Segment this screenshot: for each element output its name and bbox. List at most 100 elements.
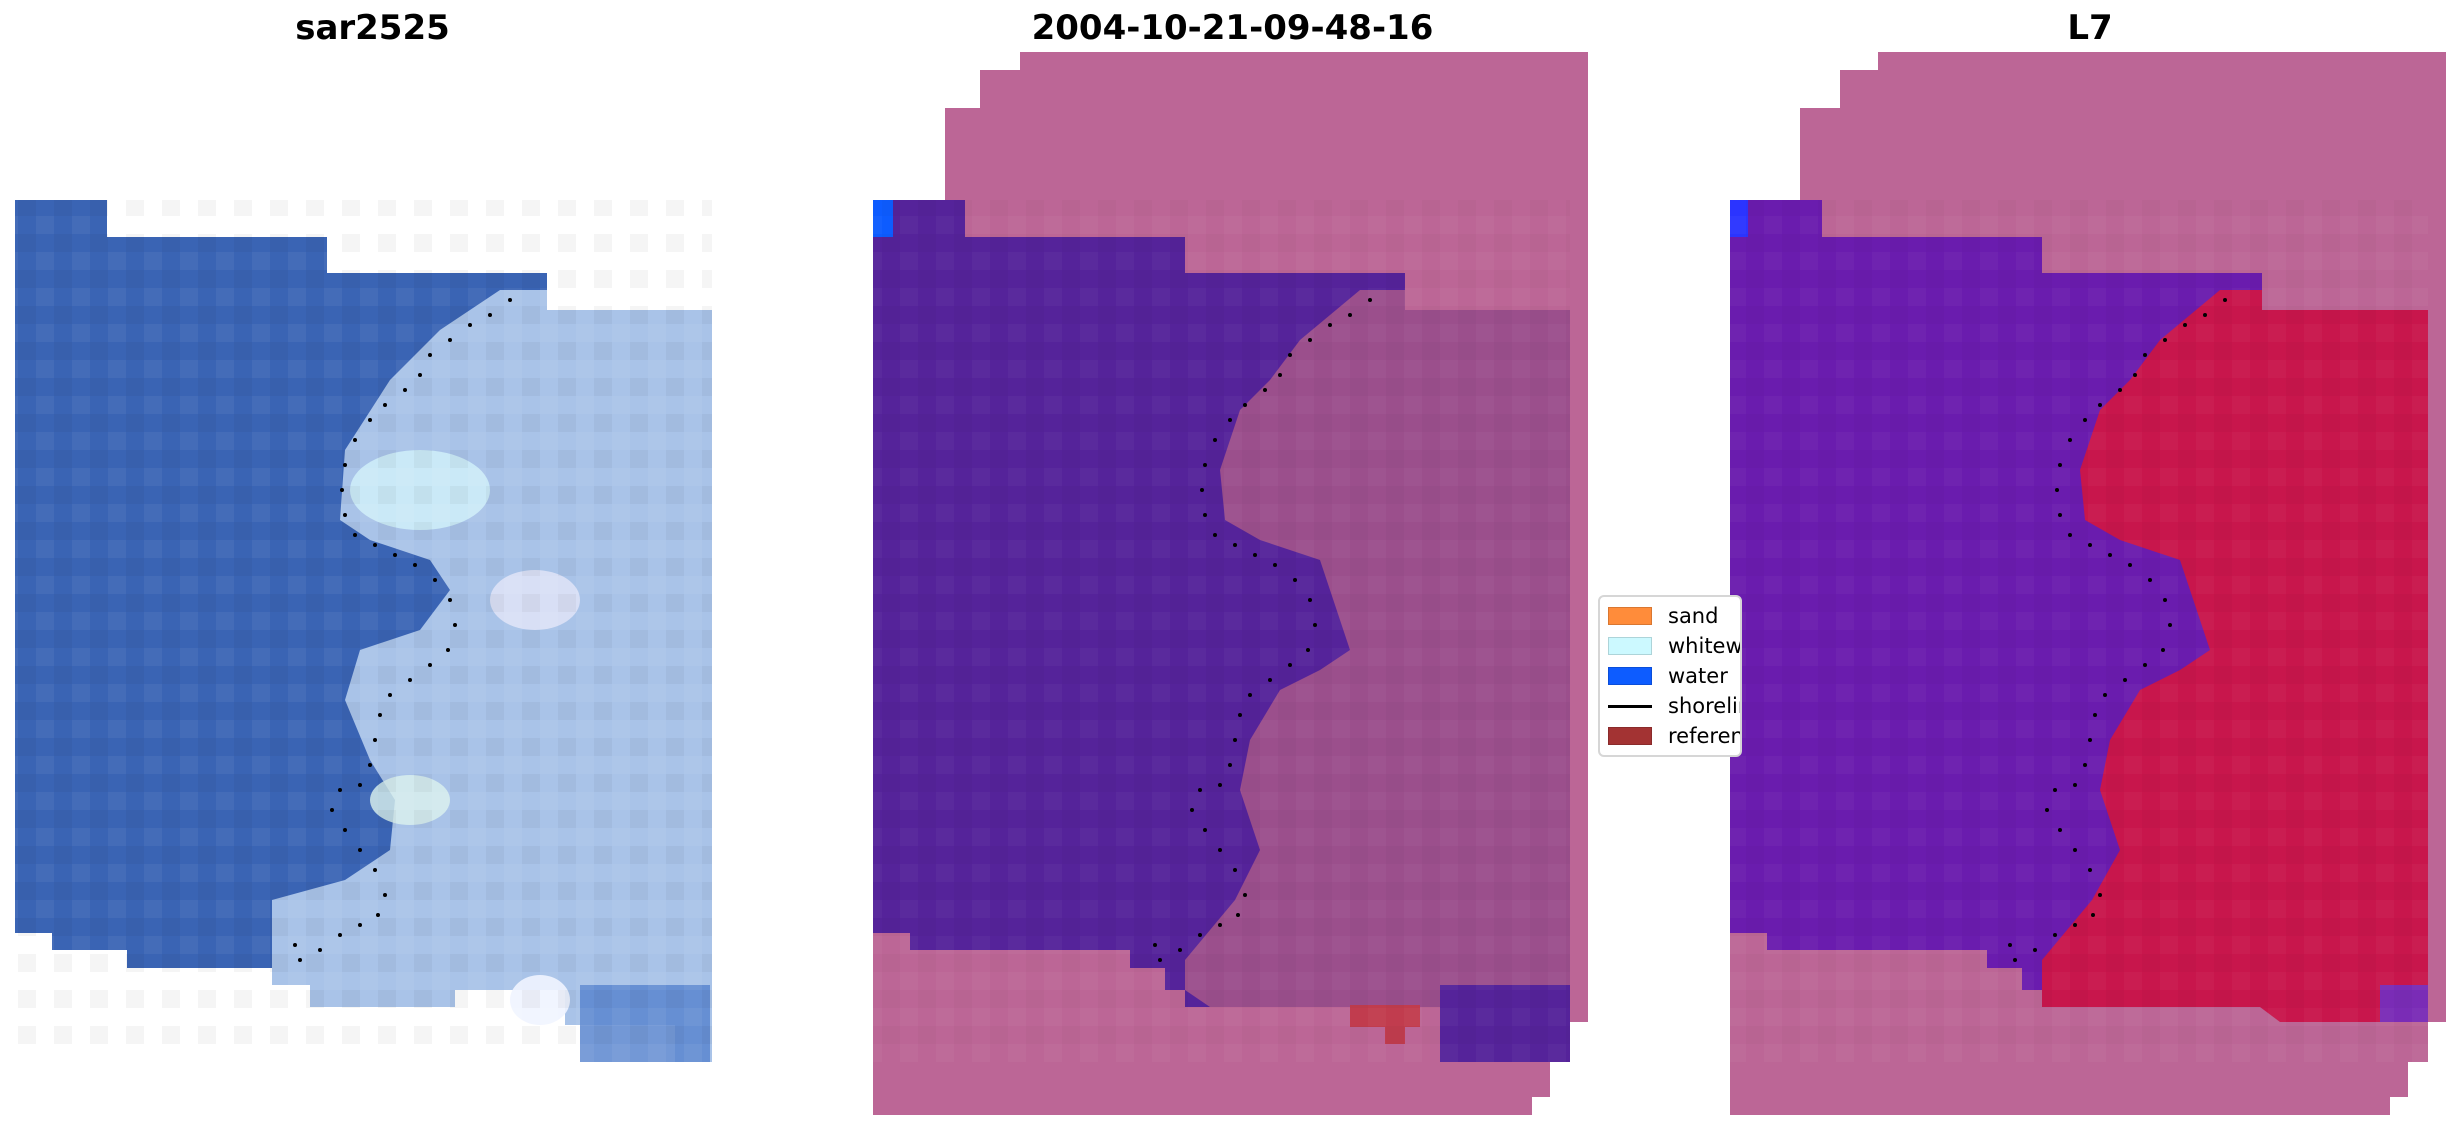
shoreline-dot: [2008, 943, 2012, 947]
shoreline-dot: [340, 488, 344, 492]
shoreline-dot: [2133, 373, 2137, 377]
shoreline-dot: [448, 598, 452, 602]
shoreline-dot: [2083, 418, 2087, 422]
shoreline-dot: [1198, 788, 1202, 792]
shoreline-dot: [2103, 693, 2107, 697]
shoreline-dot: [2098, 893, 2102, 897]
shoreline-dot: [2058, 513, 2062, 517]
shoreline-dot: [1203, 463, 1207, 467]
shoreline-dot: [1233, 543, 1237, 547]
shoreline-dot: [383, 893, 387, 897]
shoreline-dot: [1313, 623, 1317, 627]
shoreline-dot: [2098, 403, 2102, 407]
shoreline-dot: [338, 788, 342, 792]
shoreline-dot: [1248, 693, 1252, 697]
panel-title-index: L7: [2067, 8, 2113, 48]
shoreline-dot: [298, 958, 302, 962]
shoreline-dot: [2143, 663, 2147, 667]
legend-item-sand: sand: [1608, 603, 1718, 629]
shoreline-dot: [2223, 298, 2227, 302]
shoreline-dot: [1158, 958, 1162, 962]
shoreline-dot: [1190, 808, 1194, 812]
shoreline-dot: [393, 553, 397, 557]
shoreline-dot: [1198, 933, 1202, 937]
shoreline-dot: [1243, 403, 1247, 407]
shoreline-dot: [408, 678, 412, 682]
shoreline-dot: [413, 563, 417, 567]
shoreline-dot: [368, 763, 372, 767]
legend: sand whitewater water shoreline referenc…: [1598, 595, 1742, 757]
shoreline-dot: [2053, 788, 2057, 792]
shoreline-dot: [1203, 513, 1207, 517]
shoreline-dot: [2013, 958, 2017, 962]
shoreline-dot: [418, 373, 422, 377]
sand-swatch: [1608, 607, 1652, 625]
whitewater-swatch: [1608, 637, 1652, 655]
shoreline-dot: [2148, 578, 2152, 582]
shoreline-dot: [1273, 563, 1277, 567]
shoreline-dot: [1308, 598, 1312, 602]
shoreline-dot: [293, 943, 297, 947]
shoreline-dot: [2123, 678, 2127, 682]
shoreline-dot: [368, 418, 372, 422]
shoreline-dot: [1268, 678, 1272, 682]
shoreline-dot: [428, 353, 432, 357]
legend-item-water: water: [1608, 663, 1728, 689]
shoreline-dot: [1218, 783, 1222, 787]
shoreline-dot: [2163, 338, 2167, 342]
legend-item-whitewater: whitewater: [1608, 633, 1740, 659]
shoreline-dot: [373, 543, 377, 547]
shoreline-dot: [1308, 338, 1312, 342]
shoreline-dot: [343, 828, 347, 832]
shoreline-dot: [1288, 663, 1292, 667]
shoreline-dot: [1263, 388, 1267, 392]
shoreline-line-swatch: [1608, 704, 1652, 708]
shoreline-dot: [2088, 868, 2092, 872]
shoreline-dot: [388, 693, 392, 697]
shoreline-dot: [2093, 713, 2097, 717]
shoreline-dot: [1178, 948, 1182, 952]
shoreline-dot: [1238, 713, 1242, 717]
water-swatch: [1608, 667, 1652, 685]
shoreline-dot: [1288, 353, 1292, 357]
shoreline-dot: [1218, 923, 1222, 927]
shoreline-dot: [1243, 893, 1247, 897]
shoreline-dot: [353, 533, 357, 537]
shoreline-dot: [1228, 418, 1232, 422]
shoreline-dot: [1213, 533, 1217, 537]
shoreline-dot: [1368, 298, 1372, 302]
shoreline-dot: [1213, 438, 1217, 442]
shoreline-dot: [2058, 828, 2062, 832]
shoreline-dot: [2163, 598, 2167, 602]
classification-image: [873, 52, 1588, 1115]
shoreline-dot: [428, 663, 432, 667]
shoreline-dot: [2053, 933, 2057, 937]
shoreline-dot: [2068, 533, 2072, 537]
shoreline-dot: [2073, 783, 2077, 787]
shoreline-dot: [1348, 313, 1352, 317]
shoreline-dot: [358, 783, 362, 787]
shoreline-dot: [1218, 848, 1222, 852]
shoreline-dot: [508, 298, 512, 302]
shoreline-dot: [448, 338, 452, 342]
shoreline-dot: [358, 923, 362, 927]
shoreline-dot: [2088, 543, 2092, 547]
shoreline-dot: [2045, 808, 2049, 812]
shoreline-dot: [1253, 553, 1257, 557]
shoreline-dot: [2073, 848, 2077, 852]
shoreline-dot: [2143, 353, 2147, 357]
shoreline-dots-rgb: [293, 298, 512, 962]
index-image: [1730, 52, 2446, 1115]
shoreline-dots-index: [2008, 298, 2227, 962]
rgb-image: [15, 200, 712, 1062]
legend-item-reference: reference: [1608, 723, 1740, 749]
shoreline-dot: [2128, 563, 2132, 567]
shoreline-dot: [2108, 553, 2112, 557]
shoreline-dot: [2073, 923, 2077, 927]
shoreline-dot: [2058, 463, 2062, 467]
shoreline-dot: [1228, 763, 1232, 767]
legend-label: reference: [1668, 724, 1740, 748]
shoreline-dot: [343, 463, 347, 467]
shoreline-dot: [1278, 373, 1282, 377]
